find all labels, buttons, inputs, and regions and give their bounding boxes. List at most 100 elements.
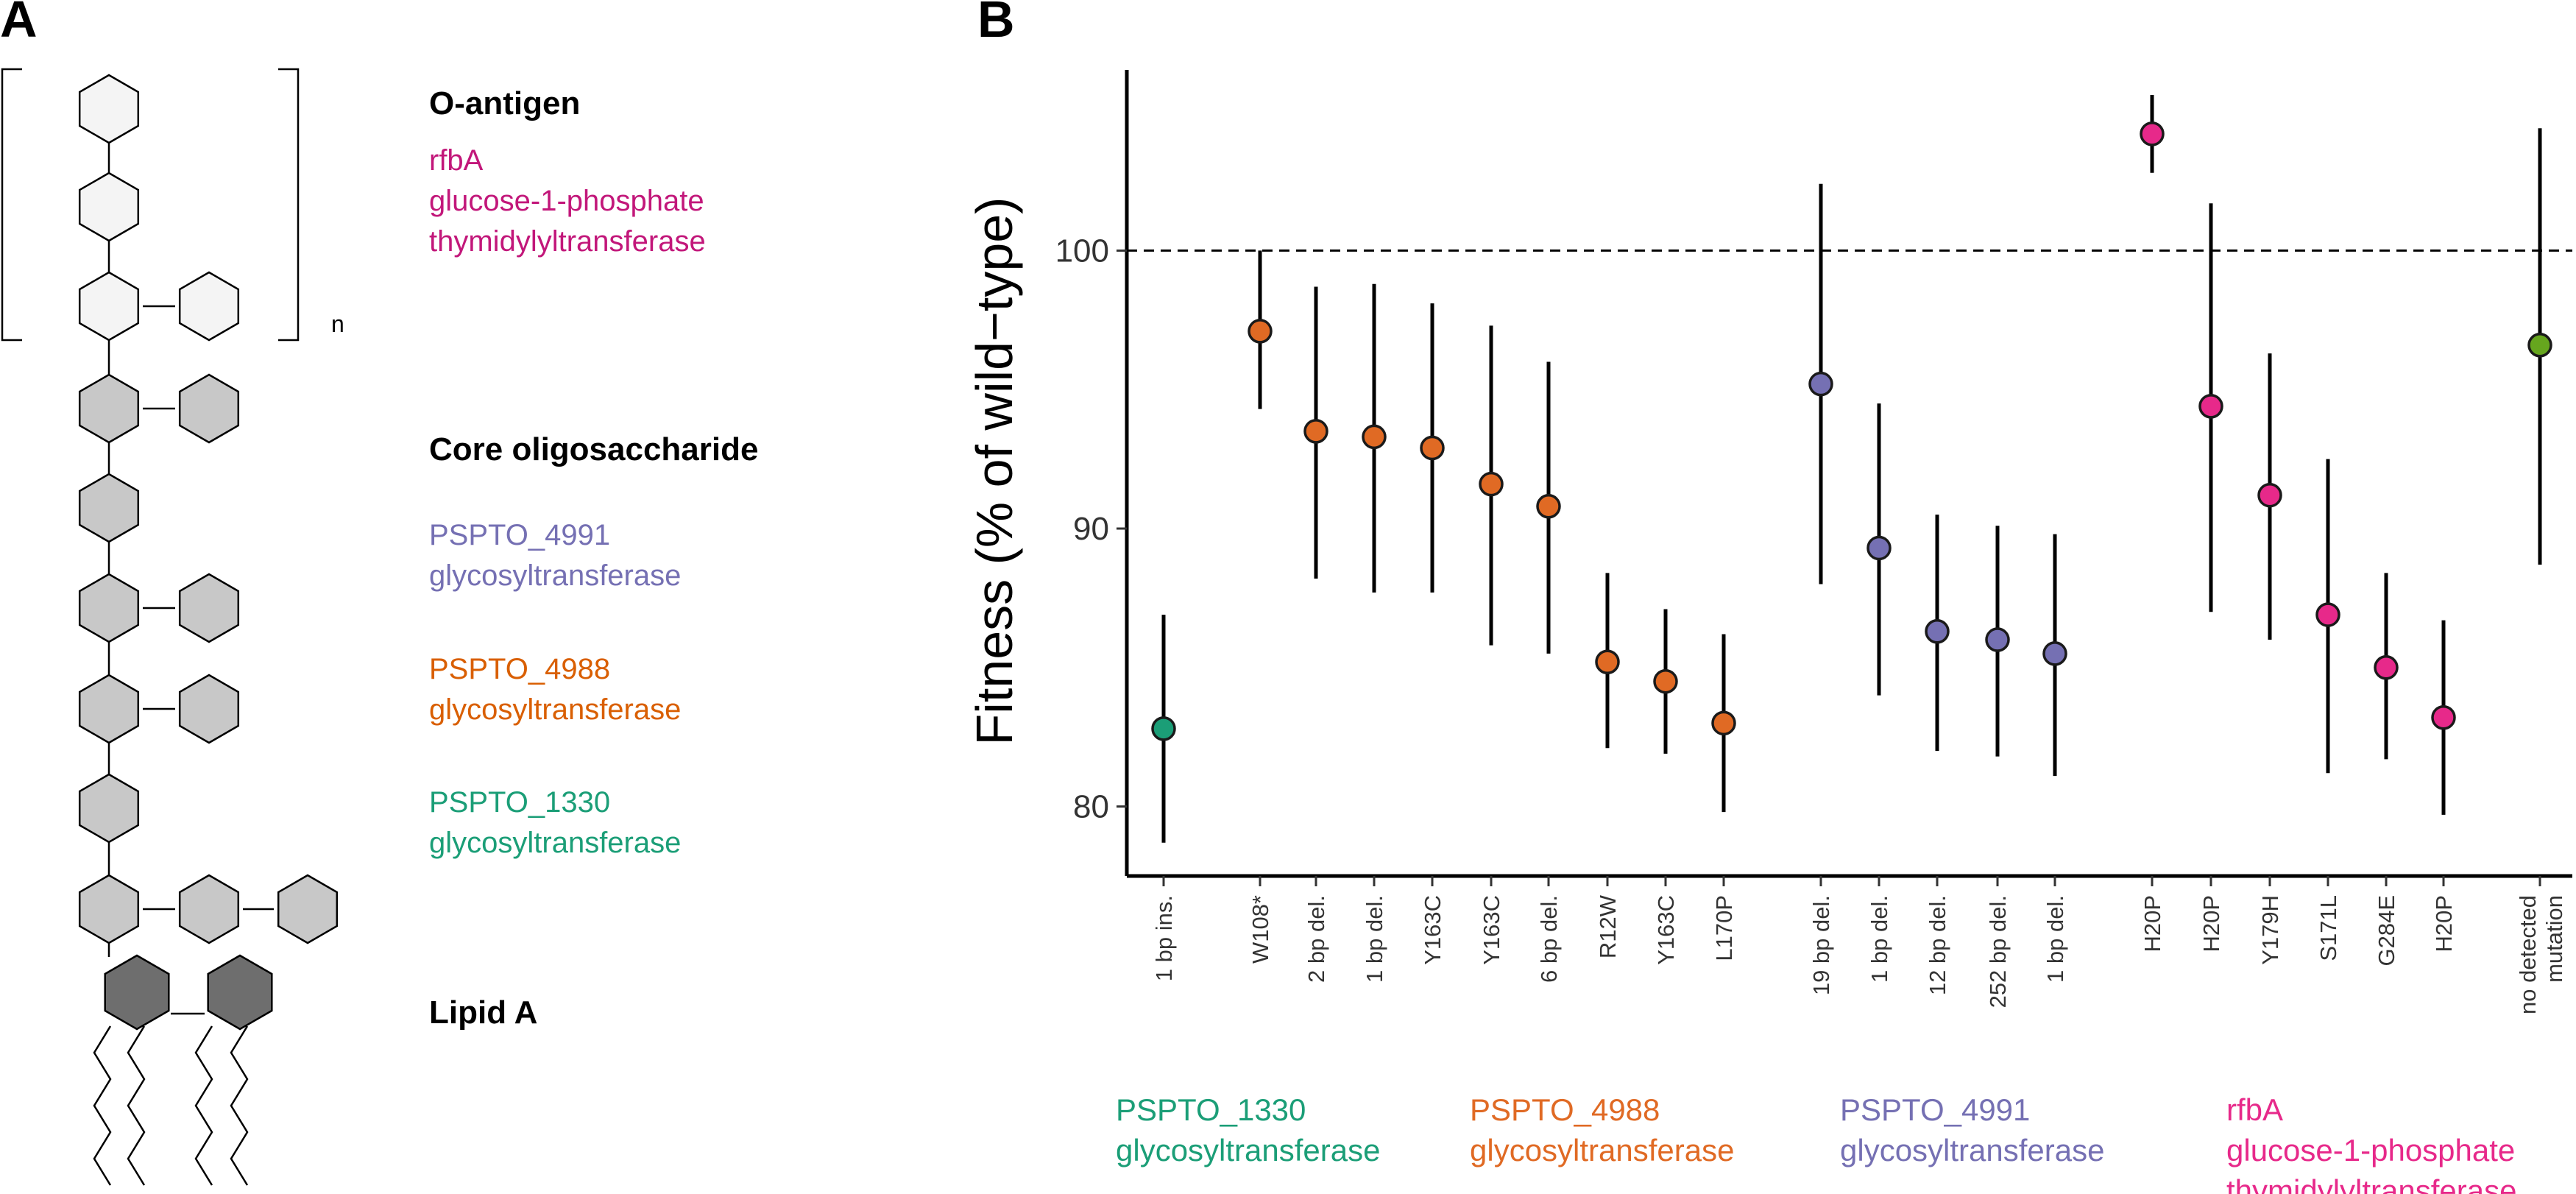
y-tick-label: 90 (1073, 511, 1109, 547)
y-tick-label: 100 (1055, 233, 1109, 269)
gene-group-label: PSPTO_4991 (1840, 1092, 2030, 1127)
data-point (1985, 627, 2010, 652)
gene-group-label: rfbA (2226, 1092, 2283, 1127)
data-point (1595, 649, 1620, 675)
lipid-a-sugar (104, 954, 170, 1031)
legend-gene-text: PSPTO_4988 (429, 653, 610, 685)
core-sugar (78, 573, 140, 643)
fatty-acid-chain (93, 1025, 112, 1186)
x-tick-label: H20P (2431, 895, 2457, 953)
gene-group-label: thymidylyltransferase (2226, 1173, 2516, 1194)
x-tick-label: R12W (1595, 894, 1621, 958)
core-sugar (78, 773, 140, 844)
data-point (2042, 641, 2067, 666)
data-point (1420, 435, 1445, 461)
gene-group-label: PSPTO_4988 (1470, 1092, 1660, 1127)
o-antigen-sugar (78, 271, 140, 342)
core-sugar (78, 674, 140, 744)
data-point (2315, 602, 2340, 627)
data-point (1925, 618, 1950, 644)
data-point (1303, 419, 1328, 444)
gene-group-label: glycosyltransferase (1470, 1133, 1734, 1167)
x-tick-label: 252 bp del. (1985, 895, 2011, 1008)
data-point (1653, 668, 1678, 694)
x-tick-label: 1 bp del. (2042, 895, 2068, 983)
o-antigen-sugar (178, 271, 240, 342)
x-tick-label: G284E (2374, 895, 2399, 967)
panel-a: A n O-antigen rfbA glucose-1-phosphate thym… (0, 0, 758, 1186)
fatty-acid-chain (127, 1025, 146, 1186)
gene-group-label: glycosyltransferase (1840, 1133, 2104, 1167)
fatty-acid-chain (230, 1025, 249, 1186)
x-tick-label: Y163C (1420, 895, 1446, 965)
core-sugar (78, 473, 140, 543)
x-tick-label: H20P (2140, 895, 2165, 953)
data-point (2198, 394, 2223, 419)
legend-gene-text: glycosyltransferase (429, 559, 681, 592)
core-sugar (277, 874, 339, 944)
data-point (1151, 716, 1176, 741)
x-tick-label: L170P (1711, 895, 1737, 961)
data-point (1808, 371, 1833, 397)
panel-b: B Fitness (% of wild−type) 80 90 100 1 bp i… (966, 0, 2572, 1194)
x-tick-label: S171L (2315, 895, 2341, 961)
legend-gene-text: glycosyltransferase (429, 693, 681, 726)
repeat-bracket-right (278, 68, 300, 342)
x-tick-label: 2 bp del. (1303, 895, 1329, 983)
legend-heading: Core oligosaccharide (429, 431, 758, 467)
x-tick-label: 1 bp ins. (1151, 895, 1177, 981)
fatty-acid-chain (194, 1025, 213, 1186)
x-tick-label: Y163C (1653, 895, 1679, 965)
legend-gene-text: glycosyltransferase (429, 827, 681, 859)
panel-a-letter: A (0, 0, 38, 48)
data-point (1362, 424, 1387, 450)
gene-group-label: PSPTO_1330 (1116, 1092, 1306, 1127)
data-point (1536, 494, 1561, 519)
legend-gene-text: PSPTO_1330 (429, 786, 610, 819)
x-tick-label: W108* (1248, 895, 1273, 964)
repeat-n-label: n (331, 311, 344, 337)
data-point (2140, 121, 2165, 146)
x-tick-label: no detectedmutation (2515, 895, 2567, 1014)
lipid-a-sugar (207, 954, 273, 1031)
legend-heading: O-antigen (429, 85, 580, 121)
repeat-bracket-left (1, 68, 22, 342)
core-sugar (78, 373, 140, 444)
panel-b-letter: B (977, 0, 1015, 48)
fitness-plot: 80 90 100 1 bp ins. W108* 2 bp del. 1 bp del. Y… (1055, 70, 2572, 1194)
core-sugar (178, 674, 240, 744)
core-sugar (178, 373, 240, 444)
x-tick-label: 6 bp del. (1536, 895, 1562, 983)
data-point (1711, 710, 1736, 736)
x-tick-label: 1 bp del. (1362, 895, 1387, 983)
data-point (2527, 333, 2552, 358)
legend-gene-text: PSPTO_4991 (429, 519, 610, 551)
core-sugar (78, 874, 140, 944)
legend-gene-text: glucose-1-phosphate (429, 185, 704, 217)
lps-structure-diagram (1, 68, 339, 1186)
data-point (2257, 482, 2282, 508)
x-tick-label: Y179H (2257, 895, 2283, 965)
panel-a-legend: O-antigen rfbA glucose-1-phosphate thymidyl… (429, 85, 758, 1031)
data-point (1248, 319, 1273, 344)
core-sugar (178, 874, 240, 944)
legend-heading: Lipid A (429, 995, 537, 1031)
legend-gene-text: thymidylyltransferase (429, 225, 706, 258)
data-point (1479, 471, 1504, 497)
x-tick-label: 1 bp del. (1866, 895, 1892, 983)
o-antigen-sugar (78, 74, 140, 144)
data-point (2374, 655, 2399, 680)
gene-group-label: glycosyltransferase (1116, 1133, 1380, 1167)
legend-gene-text: rfbA (429, 144, 484, 177)
x-tick-label: 12 bp del. (1925, 895, 1950, 995)
data-point (1866, 535, 1892, 561)
x-tick-label: H20P (2198, 895, 2224, 953)
x-tick-label: 19 bp del. (1808, 895, 1834, 995)
y-axis-label: Fitness (% of wild−type) (966, 197, 1023, 746)
x-tick-label: Y163C (1479, 895, 1504, 965)
data-point (2431, 705, 2456, 730)
gene-group-label: glucose-1-phosphate (2226, 1133, 2515, 1167)
core-sugar (178, 573, 240, 643)
y-tick-label: 80 (1073, 789, 1109, 825)
